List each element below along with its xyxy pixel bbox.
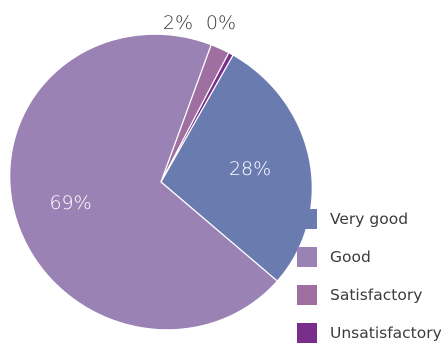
legend-swatch-satisfactory [297,285,317,305]
legend-label-very-good: Very good [330,210,408,228]
legend-swatch-unsatisfactory [297,323,317,343]
legend-label-satisfactory: Satisfactory [330,286,422,304]
pie-slice-unsatisfactory [160,52,234,183]
pie-slice-good [9,33,278,331]
legend-swatch-very-good [297,209,317,229]
pie-value-label-very-good: 28% [229,158,271,180]
pie-value-label-unsatisfactory: 0% [206,12,236,34]
pie-slices [9,33,313,331]
pie-value-label-satisfactory: 2% [163,12,193,34]
chart-legend: Very good Good Satisfactory Unsatisfactory [297,209,441,343]
legend-label-unsatisfactory: Unsatisfactory [330,324,441,342]
legend-label-good: Good [330,248,371,266]
legend-swatch-good [297,247,317,267]
pie-value-labels: 28% 69% 2% 0% [49,12,271,214]
pie-value-label-good: 69% [49,192,91,214]
